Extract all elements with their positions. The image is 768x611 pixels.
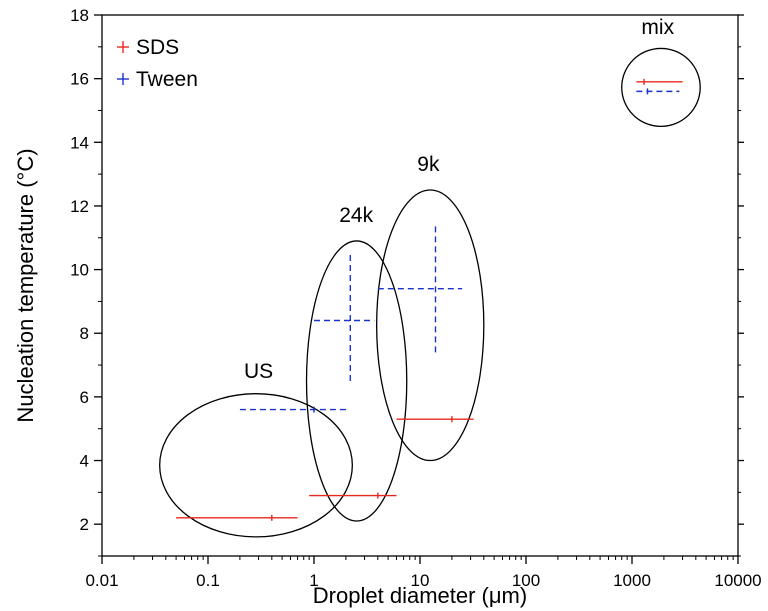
data-point	[377, 225, 463, 353]
legend: SDS Tween	[117, 36, 198, 91]
data-point	[176, 514, 298, 521]
group-label: 24k	[339, 204, 373, 227]
y-axis-title: Nucleation temperature (°C)	[13, 148, 38, 422]
y-tick-label: 14	[70, 133, 89, 152]
plot-border	[101, 14, 739, 557]
data-point	[309, 492, 397, 499]
legend-label: Tween	[136, 68, 198, 91]
legend-label: SDS	[136, 36, 179, 59]
data-series	[176, 78, 683, 521]
plot-frame	[101, 14, 739, 557]
y-tick-label: 2	[80, 515, 89, 534]
x-tick-label: 10	[411, 571, 430, 590]
x-tick-label: 100	[512, 571, 540, 590]
y-tick-label: 12	[70, 197, 89, 216]
axis-ticks: 0.01 0.1 1 10 100 1000 10000 2 4 6 8 10 12 14 16 18	[70, 6, 762, 590]
group-ellipse	[621, 47, 701, 128]
data-point	[239, 406, 349, 413]
y-tick-label: 18	[70, 6, 89, 25]
y-tick-label: 4	[80, 452, 89, 471]
group-labels: US 24k 9k mix	[244, 16, 675, 383]
x-axis-title: Droplet diameter (μm)	[313, 583, 527, 608]
x-tick-label: 1000	[613, 571, 651, 590]
group-label: 9k	[417, 153, 440, 176]
group-ellipse	[305, 240, 408, 522]
y-tick-label: 10	[70, 261, 89, 280]
x-tick-label: 0.01	[85, 571, 118, 590]
group-ellipse	[159, 393, 353, 538]
data-point	[314, 253, 375, 381]
data-point	[396, 416, 474, 423]
group-ellipses	[159, 47, 701, 538]
group-ellipse	[376, 189, 485, 462]
group-label: mix	[641, 16, 674, 39]
x-tick-label: 10000	[714, 571, 761, 590]
y-tick-label: 8	[80, 324, 89, 343]
y-tick-label: 16	[70, 70, 89, 89]
data-point	[636, 78, 683, 85]
data-point	[636, 88, 680, 95]
x-tick-label: 1	[309, 571, 318, 590]
group-label: US	[244, 360, 273, 383]
y-tick-label: 6	[80, 388, 89, 407]
x-tick-label: 0.1	[196, 571, 220, 590]
